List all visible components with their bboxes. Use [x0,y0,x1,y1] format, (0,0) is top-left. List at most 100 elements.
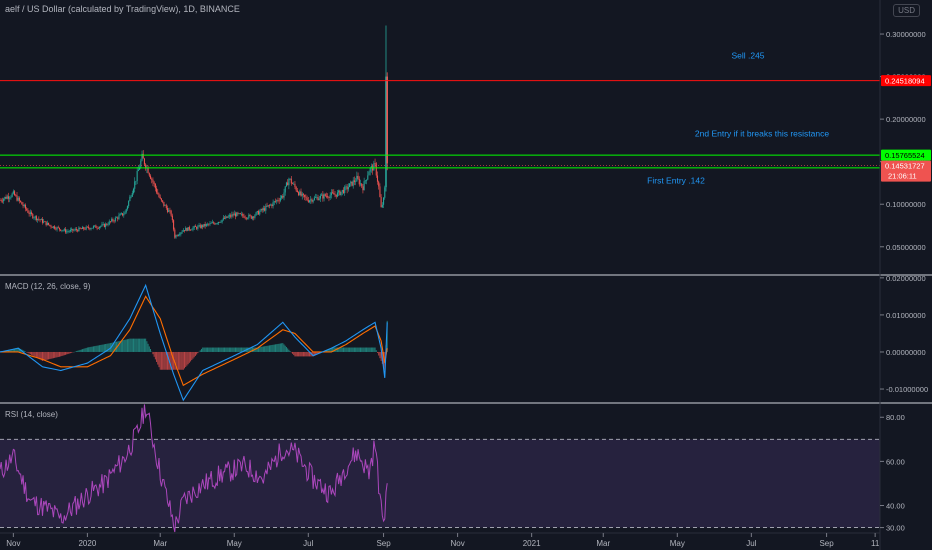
candle-body [234,213,237,217]
macd-histogram-bar [356,347,358,352]
macd-histogram-bar [216,347,218,352]
macd-histogram-bar [262,346,264,352]
macd-histogram-bar [329,348,331,352]
candle-body [313,197,315,201]
candle-body [298,192,300,196]
candle-body [187,227,189,231]
candle-body [52,226,54,228]
macd-histogram-bar [361,347,363,352]
candle-body [62,230,64,231]
candle-body [340,191,342,196]
macd-histogram-bar [279,343,281,352]
candle-body [279,198,281,201]
macd-histogram-bar [86,347,88,352]
macd-histogram-bar [232,347,234,352]
macd-pane[interactable] [0,283,388,402]
macd-histogram-bar [31,351,33,355]
macd-histogram-bar [359,347,361,352]
candle-body [101,224,103,227]
macd-histogram-bar [376,351,378,353]
candle-body [177,235,179,236]
candle-body [15,195,17,196]
macd-histogram-bar [85,347,87,352]
macd-histogram-bar [175,351,177,370]
macd-histogram-bar [79,349,81,352]
candle-body [217,222,220,224]
candle-body [231,214,233,217]
candle-body [220,221,222,223]
candle-body [329,195,331,198]
candle-body [86,226,88,228]
macd-histogram-bar [299,351,301,357]
y-tick-label: 60.00 [886,457,905,466]
candle-body [260,209,262,212]
candle-body [219,222,221,223]
candle-body [57,227,59,228]
macd-histogram-bar [208,347,210,352]
candle-body [98,226,101,229]
candle-body [3,198,5,202]
candle-body [366,179,368,181]
y-tick-label: 0.05000000 [886,243,926,252]
candle-body [107,224,109,226]
macd-histogram-bar [37,351,39,359]
macd-histogram-bar [316,351,318,355]
y-tick-label: 0.02000000 [886,274,926,283]
candle-body [69,229,71,232]
candle-body [277,200,279,201]
candle-body [226,216,228,218]
price-pane[interactable]: Sell .245 2nd Entry if it breaks this res… [0,25,880,239]
candle-body [22,204,24,207]
candle-body [378,181,380,187]
macd-histogram-bar [162,351,164,370]
macd-histogram-bar [150,349,152,352]
macd-histogram-bar [23,350,25,352]
candle-body [364,180,366,182]
candle-body [58,227,61,230]
candle-body [106,223,108,225]
currency-button[interactable]: USD [893,4,920,17]
macd-histogram-bar [326,349,328,352]
candle-body [207,223,209,225]
candle-body [274,201,277,202]
macd-histogram-bar [275,344,277,352]
candle-body [126,206,128,210]
candle-body [115,217,118,219]
candle-body [312,200,314,202]
macd-histogram-bar [102,344,104,352]
candle-body [0,199,1,201]
macd-histogram-bar [332,347,334,352]
candle-body [383,197,385,205]
candle-body [349,183,351,188]
candle-body [20,200,22,202]
macd-histogram-bar [301,351,303,357]
candle-body [255,212,257,216]
macd-histogram-bar [355,347,357,352]
macd-histogram-bar [203,347,205,352]
candle-body [84,229,86,230]
macd-histogram-bar [234,347,236,352]
macd-histogram-bar [265,346,267,352]
candle-body [85,226,87,230]
macd-histogram-bar [7,349,9,352]
candle-body [299,191,301,196]
macd-histogram-bar [114,341,116,352]
candle-body [347,187,349,190]
macd-histogram-bar [251,347,253,352]
candle-body [78,227,80,232]
candle-body [11,193,13,197]
macd-histogram-bar [163,351,165,370]
candle-body [56,227,58,230]
candle-body [228,215,230,217]
candle-body [10,196,12,198]
macd-histogram-bar [244,347,246,352]
candle-body [88,226,90,229]
candle-body [283,192,285,198]
macd-histogram-bar [362,347,364,352]
macd-histogram-bar [33,351,35,357]
macd-histogram-bar [187,351,189,365]
macd-histogram-bar [143,338,145,352]
rsi-pane[interactable] [0,404,880,533]
macd-histogram-bar [224,347,226,352]
